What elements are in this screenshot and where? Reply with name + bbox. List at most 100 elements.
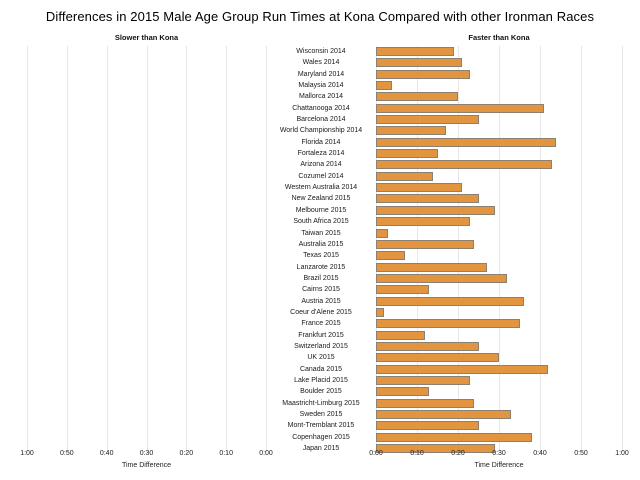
bar: [376, 251, 405, 261]
category-label: Sweden 2015: [299, 411, 343, 418]
bar-row: [376, 125, 622, 136]
bar: [376, 205, 495, 215]
left-panel: [27, 46, 267, 453]
bar: [376, 341, 479, 351]
right-axis-tick: 1:00: [615, 450, 629, 457]
right-axis-tick: 0:40: [533, 450, 547, 457]
bar-row: [376, 375, 622, 386]
bar-row: [376, 159, 622, 170]
bar-row: [376, 137, 622, 148]
category-label: Fortaleza 2014: [297, 150, 345, 158]
left-axis-tick: 0:10: [219, 450, 233, 457]
category-labels: Wisconsin 2014 Wales 2014 Maryland 2014 Mal…: [266, 46, 376, 454]
chart-title: Differences in 2015 Male Age Group Run T…: [45, 9, 595, 24]
right-axis-tick: 0:10: [410, 450, 424, 457]
category-label: Wisconsin 2014: [296, 48, 346, 55]
bar: [376, 319, 520, 329]
bar: [376, 387, 430, 397]
category-label: Coeur d'Alene 2015: [290, 308, 352, 316]
bar: [376, 432, 532, 442]
right-axis-tick: 0:30: [492, 450, 506, 457]
bar: [376, 364, 549, 374]
bar: [376, 183, 463, 193]
gridline: [186, 46, 188, 453]
bar: [376, 58, 463, 68]
gridline: [106, 46, 108, 453]
category-label: Japan 2015: [302, 445, 340, 453]
gridline: [622, 46, 623, 453]
category-label: Western Australia 2014: [284, 184, 358, 192]
gridline: [146, 46, 148, 453]
header-slower-than-kona: Slower than Kona: [114, 33, 179, 42]
bar-row: [376, 409, 622, 420]
gridline: [66, 46, 68, 453]
bar-row: [376, 318, 622, 329]
category-label: Australia 2015: [298, 240, 344, 248]
category-label: UK 2015: [307, 354, 335, 362]
category-label: Taiwan 2015: [301, 229, 341, 237]
bar-row: [376, 205, 622, 216]
gridline: [417, 46, 418, 453]
bar-row: [376, 330, 622, 341]
category-label: Barcelona 2014: [296, 116, 346, 124]
bar-row: [376, 341, 622, 352]
bar: [376, 47, 454, 56]
bar: [376, 194, 479, 204]
bar-row: [376, 80, 622, 91]
category-label: New Zealand 2015: [291, 195, 351, 203]
bar: [376, 92, 458, 102]
bar: [376, 398, 475, 408]
category-label: Copenhagen 2015: [292, 433, 350, 441]
bar-row: [376, 296, 622, 307]
category-label: Switzerland 2015: [294, 342, 348, 350]
bar: [376, 160, 553, 170]
bar: [376, 126, 446, 136]
category-label: World Championship 2014: [279, 127, 363, 135]
bar: [376, 239, 475, 249]
bar: [376, 444, 495, 454]
category-label: Texas 2015: [303, 252, 339, 260]
bar-row: [376, 57, 622, 68]
bar: [376, 217, 471, 227]
bar-row: [376, 171, 622, 182]
bar-row: [376, 284, 622, 295]
category-label: Arizona 2014: [300, 161, 342, 169]
bar-row: [376, 432, 622, 443]
bar-row: [376, 420, 622, 431]
bar: [376, 296, 524, 306]
bar-row: [376, 216, 622, 227]
category-label: Brazil 2015: [303, 274, 339, 282]
gridline: [540, 46, 541, 453]
bar-row: [376, 91, 622, 102]
category-label: Cozumel 2014: [298, 172, 344, 180]
left-axis-tick: 0:40: [99, 450, 114, 457]
category-label: Lanzarote 2015: [296, 263, 346, 271]
bar-row: [376, 114, 622, 125]
bar: [376, 171, 434, 181]
bar-row: [376, 443, 622, 454]
category-label: Melbourne 2015: [295, 206, 347, 214]
bar: [376, 149, 438, 159]
category-label: Florida 2014: [301, 138, 341, 146]
bar-row: [376, 273, 622, 284]
category-label: Mallorca 2014: [299, 93, 343, 101]
right-panel: [376, 46, 623, 454]
category-label: Austria 2015: [301, 297, 341, 305]
bar-row: [376, 46, 622, 57]
bar-row: [376, 262, 622, 273]
left-axis-tick: 0:30: [139, 450, 154, 457]
category-label: France 2015: [301, 320, 341, 328]
left-axis-tick: 0:00: [259, 450, 273, 457]
bar-row: [376, 307, 622, 318]
bar: [376, 137, 557, 147]
bar: [376, 81, 393, 91]
bar-row: [376, 228, 622, 239]
category-label: Maryland 2014: [297, 70, 345, 78]
bar: [376, 285, 430, 295]
bar-row: [376, 364, 622, 375]
category-label: Lake Placid 2015: [294, 376, 348, 384]
left-axis-tick: 0:50: [60, 450, 74, 457]
bar: [376, 353, 499, 363]
left-axis-tick: 1:00: [20, 450, 34, 457]
